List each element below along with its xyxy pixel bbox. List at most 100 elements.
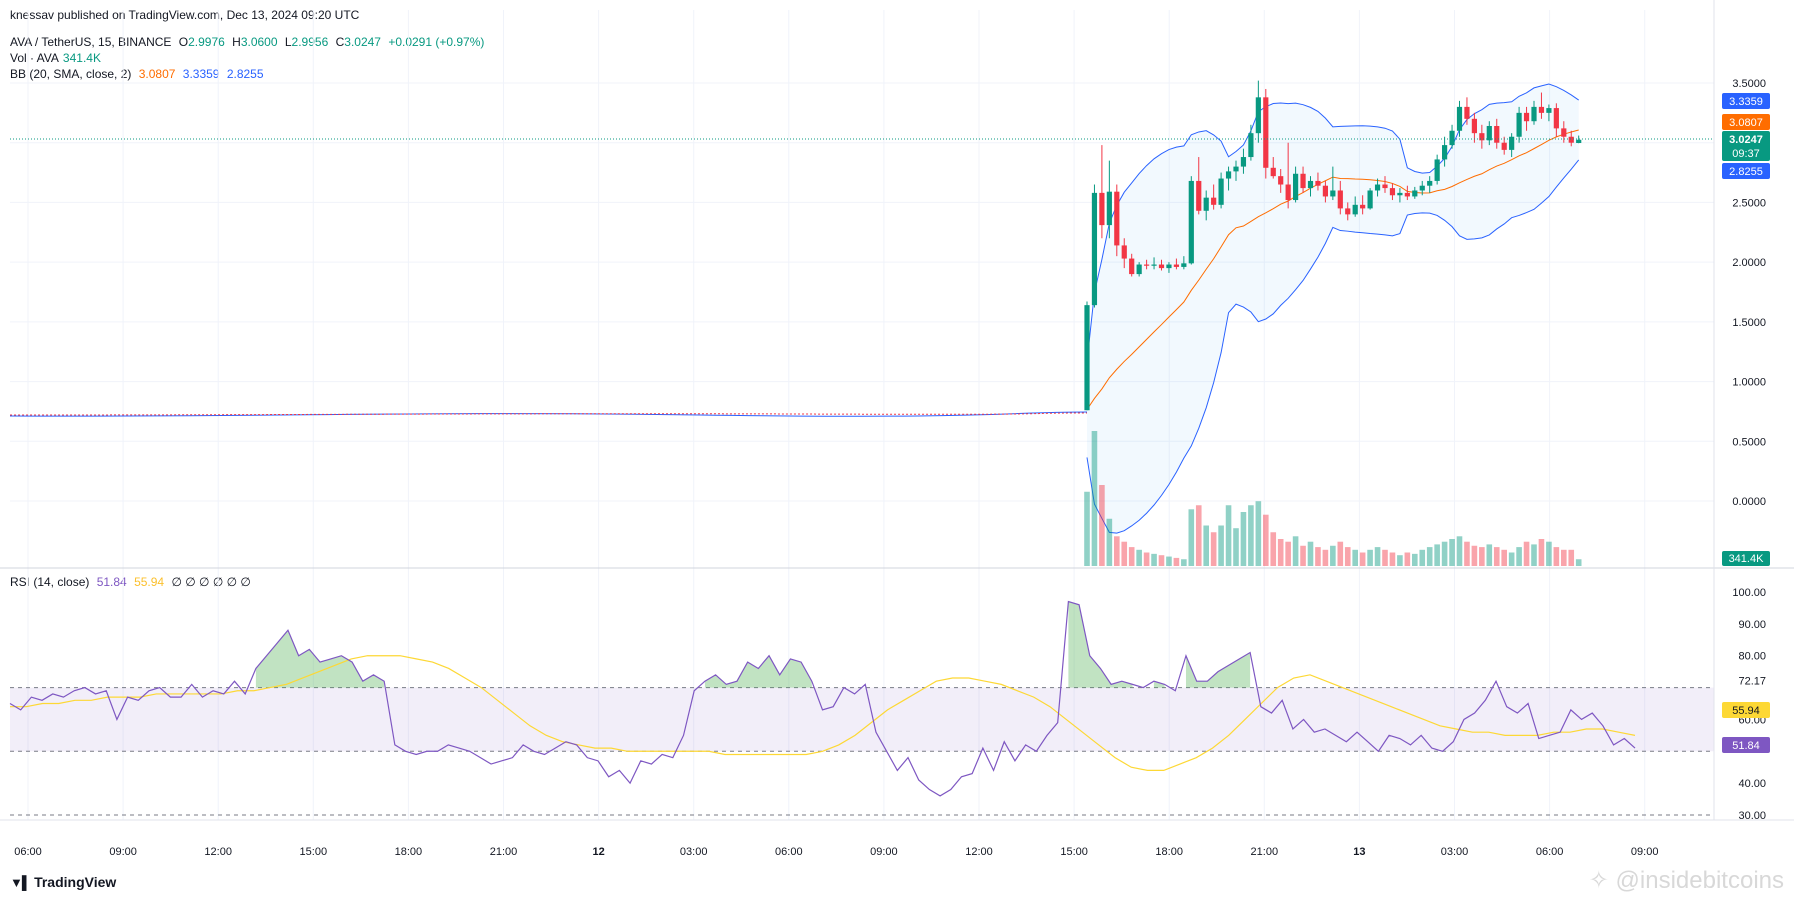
rsi-tick-label: 100.00	[1732, 587, 1766, 599]
candle-body	[1211, 197, 1217, 205]
volume-bar	[1419, 549, 1426, 566]
rsi-ma-badge	[1722, 702, 1770, 718]
candle-body	[1136, 264, 1142, 275]
last-price-badge-text: 3.0247	[1729, 134, 1763, 146]
volume-bar	[1136, 549, 1142, 566]
volume-bar	[1486, 544, 1493, 566]
candle-body	[1233, 166, 1239, 172]
volume-bar	[1277, 539, 1284, 566]
candle-body	[1434, 159, 1440, 181]
volume-bar	[1404, 552, 1411, 566]
bb-basis-badge	[1722, 114, 1770, 130]
time-tick-label: 06:00	[775, 846, 803, 858]
candle-body	[1538, 106, 1545, 113]
volume-bar	[1285, 541, 1291, 566]
rsi-legend[interactable]: RSI (14, close) 51.84 55.94 ∅ ∅ ∅ ∅ ∅ ∅	[10, 575, 251, 589]
time-tick-label: 03:00	[1441, 846, 1469, 858]
volume-bar	[1225, 505, 1232, 566]
candle-body	[1531, 106, 1537, 122]
price-tick-label: 0.5000	[1732, 436, 1766, 448]
volume-bar	[1538, 539, 1545, 566]
time-tick-label: 09:00	[109, 846, 137, 858]
volume-bar	[1374, 547, 1381, 566]
bb-lower-line	[1086, 159, 1580, 534]
volume-bar	[1099, 485, 1105, 566]
volume-bar	[1195, 505, 1202, 566]
candle-body	[1307, 180, 1314, 189]
volume-bar	[1397, 555, 1403, 566]
volume-bar	[1240, 512, 1247, 566]
candle-body	[1203, 197, 1209, 211]
candle-body	[1345, 208, 1351, 215]
candle-body	[1255, 97, 1261, 134]
candle-body	[1412, 190, 1418, 197]
candle-body	[1263, 97, 1269, 168]
candle-body	[1173, 264, 1179, 267]
candle-body	[1144, 264, 1150, 266]
candle-body	[1389, 188, 1396, 196]
time-tick-label: 03:00	[680, 846, 708, 858]
time-tick-label: 15:00	[300, 846, 328, 858]
volume-bar	[1508, 552, 1515, 566]
time-tick-label: 12:00	[965, 846, 993, 858]
volume-bar	[1300, 545, 1306, 566]
rsi-line	[9, 600, 1636, 797]
candle-body	[1196, 180, 1202, 211]
candle-body	[1337, 190, 1343, 209]
volume-bar	[1352, 549, 1358, 566]
rsi-tick-label: 40.00	[1738, 778, 1766, 790]
time-tick-label: 18:00	[395, 846, 423, 858]
candle-body	[1158, 264, 1165, 269]
rsi-overbought-fill	[1153, 681, 1165, 688]
price-axis[interactable]: 0.00000.50001.00001.50002.00002.50003.00…	[1732, 78, 1766, 508]
bb-upper-badge	[1722, 93, 1770, 109]
volume-bar	[1188, 509, 1195, 566]
volume-bar	[1382, 549, 1388, 566]
bb-upper-badge-text: 3.3359	[1729, 96, 1763, 108]
candle-body	[1293, 173, 1299, 201]
tradingview-logo[interactable]: ▼▌ TradingView	[10, 874, 117, 890]
candle-body	[1129, 258, 1135, 275]
candle-body	[1121, 245, 1127, 259]
candle-body	[1330, 190, 1336, 197]
volume-bar	[1166, 556, 1172, 566]
countdown-text: 09:37	[1732, 148, 1760, 160]
flat-candle-line	[9, 412, 1088, 416]
time-axis[interactable]: 06:00 09:00 12:00 15:00 18:00 21:00 12 03:00 06:…	[14, 846, 1658, 858]
symbol-name[interactable]: AVA / TetherUS, 15, BINANCE	[10, 35, 172, 49]
price-tick-label: 1.5000	[1732, 317, 1766, 329]
candle-body	[1218, 178, 1224, 205]
candle-body	[1464, 106, 1470, 119]
rsi-tick-label: 72.17	[1738, 676, 1766, 688]
volume-bar	[1337, 541, 1344, 566]
volume-bar	[1479, 547, 1485, 566]
rsi-tick-label: 80.00	[1738, 651, 1766, 663]
price-tick-label: 1.0000	[1732, 377, 1766, 389]
volume-bar	[1471, 545, 1478, 566]
candle-body	[1091, 192, 1098, 306]
volume-bar	[1344, 547, 1351, 566]
bb-fill	[1087, 83, 1579, 534]
rsi-tick-label: 30.00	[1738, 810, 1766, 822]
candle-body	[1322, 185, 1328, 197]
chart-area[interactable]: 0.00000.50001.00001.50002.00002.50003.00…	[0, 0, 1794, 860]
bb-legend[interactable]: BB (20, SMA, close, 2) 3.0807 3.3359 2.8…	[10, 67, 264, 81]
candle-body	[1568, 136, 1574, 143]
candle-body	[1181, 263, 1187, 267]
volume-bar	[1218, 525, 1224, 566]
volume-bar	[1523, 541, 1530, 566]
volume-bar	[1255, 501, 1262, 566]
volume-legend[interactable]: Vol · AVA 341.4K	[10, 51, 101, 65]
candle-body	[1442, 145, 1448, 160]
time-tick-label: 18:00	[1155, 846, 1183, 858]
volume-bar	[1426, 547, 1433, 566]
volume-bar	[1210, 532, 1217, 566]
volume-bar	[1248, 505, 1254, 566]
last-price-badge	[1722, 131, 1770, 161]
bb-lower-badge-text: 2.8255	[1729, 166, 1763, 178]
bb-upper-line	[1086, 83, 1579, 362]
volume-badge-text: 341.4K	[1729, 553, 1765, 565]
volume-bar	[1561, 549, 1567, 566]
volume-bar	[1516, 547, 1522, 566]
time-tick-label: 06:00	[1536, 846, 1564, 858]
